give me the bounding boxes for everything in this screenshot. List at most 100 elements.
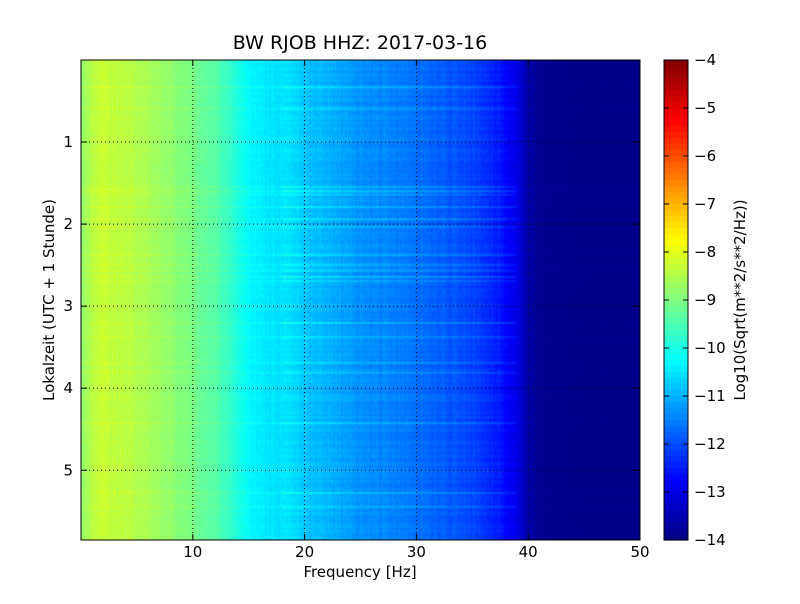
colorbar-segment <box>664 498 688 505</box>
colorbar-segment <box>664 78 688 85</box>
colorbar-segment <box>664 534 688 541</box>
y-tick-label: 3 <box>63 297 73 315</box>
colorbar-segment <box>664 228 688 235</box>
colorbar-segment <box>664 408 688 415</box>
colorbar-segment <box>664 324 688 331</box>
colorbar-tick-label: −13 <box>694 483 726 501</box>
plot-area <box>81 60 640 540</box>
colorbar-tick-label: −11 <box>694 387 726 405</box>
colorbar-tick-label: −14 <box>694 531 726 549</box>
colorbar-segment <box>664 222 688 229</box>
colorbar-segment <box>664 402 688 409</box>
colorbar-segment <box>664 84 688 91</box>
y-tick-label: 2 <box>63 215 73 233</box>
colorbar-label: Log10(Sqrt(m**2/s**2/Hz)) <box>731 199 749 400</box>
y-tick-label: 5 <box>63 461 73 479</box>
y-tick-label: 1 <box>63 133 73 151</box>
x-axis-label: Frequency [Hz] <box>303 563 416 581</box>
colorbar-segment <box>664 390 688 397</box>
colorbar-segment <box>664 438 688 445</box>
colorbar-segment <box>664 108 688 115</box>
colorbar-segment <box>664 102 688 109</box>
colorbar-segment <box>664 420 688 427</box>
colorbar-tick-label: −8 <box>694 243 716 261</box>
colorbar-segment <box>664 174 688 181</box>
colorbar-segment <box>664 114 688 121</box>
colorbar-segment <box>664 90 688 97</box>
colorbar-segment <box>664 462 688 469</box>
colorbar: −4 −5 −6 −7 −8 −9 −10 −11 −12 −13 −14 <box>663 51 726 549</box>
colorbar-segment <box>664 258 688 265</box>
colorbar-segment <box>664 60 688 67</box>
colorbar-segment <box>664 330 688 337</box>
colorbar-segment <box>664 336 688 343</box>
colorbar-segment <box>664 150 688 157</box>
colorbar-segment <box>664 270 688 277</box>
colorbar-segment <box>664 264 688 271</box>
axes: 10 20 30 40 50 1 2 3 4 5 <box>63 59 650 561</box>
colorbar-segment <box>664 246 688 253</box>
colorbar-segment <box>664 384 688 391</box>
plot-frame <box>80 59 641 541</box>
colorbar-segment <box>664 126 688 133</box>
colorbar-segment <box>664 516 688 523</box>
colorbar-tick-label: −6 <box>694 147 716 165</box>
colorbar-segment <box>664 96 688 103</box>
colorbar-segment <box>664 378 688 385</box>
colorbar-segment <box>664 366 688 373</box>
colorbar-segment <box>664 156 688 163</box>
x-tick-label: 50 <box>630 543 649 561</box>
colorbar-segment <box>664 294 688 301</box>
colorbar-segment <box>664 504 688 511</box>
colorbar-segment <box>664 396 688 403</box>
colorbar-tick-label: −12 <box>694 435 726 453</box>
colorbar-tick-label: −9 <box>694 291 716 309</box>
colorbar-segment <box>664 354 688 361</box>
colorbar-segment <box>664 162 688 169</box>
colorbar-tick-label: −4 <box>694 51 716 69</box>
colorbar-tick-label: −10 <box>694 339 726 357</box>
colorbar-segment <box>664 168 688 175</box>
colorbar-segment <box>664 66 688 73</box>
colorbar-segment <box>664 210 688 217</box>
colorbar-segment <box>664 318 688 325</box>
colorbar-segment <box>664 282 688 289</box>
colorbar-tick-label: −7 <box>694 195 716 213</box>
colorbar-segment <box>664 240 688 247</box>
colorbar-segment <box>664 180 688 187</box>
colorbar-segment <box>664 492 688 499</box>
colorbar-segment <box>664 480 688 487</box>
x-tick-label: 30 <box>407 543 426 561</box>
colorbar-segment <box>664 306 688 313</box>
colorbar-segment <box>664 360 688 367</box>
colorbar-segment <box>664 348 688 355</box>
y-axis-label: Lokalzeit (UTC + 1 Stunde) <box>40 199 58 401</box>
colorbar-segment <box>664 234 688 241</box>
chart-title: BW RJOB HHZ: 2017-03-16 <box>233 32 487 54</box>
colorbar-segment <box>664 138 688 145</box>
colorbar-segment <box>664 522 688 529</box>
colorbar-segment <box>664 456 688 463</box>
colorbar-segment <box>664 186 688 193</box>
colorbar-segment <box>664 474 688 481</box>
colorbar-segment <box>664 72 688 79</box>
colorbar-segment <box>664 216 688 223</box>
colorbar-segment <box>664 312 688 319</box>
colorbar-segment <box>664 426 688 433</box>
x-tick-label: 10 <box>183 543 202 561</box>
colorbar-segment <box>664 444 688 451</box>
colorbar-segment <box>664 528 688 535</box>
colorbar-segment <box>664 450 688 457</box>
x-tick-label: 20 <box>295 543 314 561</box>
colorbar-segment <box>664 372 688 379</box>
colorbar-segment <box>664 510 688 517</box>
colorbar-segment <box>664 192 688 199</box>
colorbar-segment <box>664 204 688 211</box>
colorbar-segment <box>664 300 688 307</box>
x-tick-label: 40 <box>519 543 538 561</box>
colorbar-segment <box>664 276 688 283</box>
colorbar-segment <box>664 132 688 139</box>
colorbar-segment <box>664 120 688 127</box>
colorbar-segment <box>664 432 688 439</box>
